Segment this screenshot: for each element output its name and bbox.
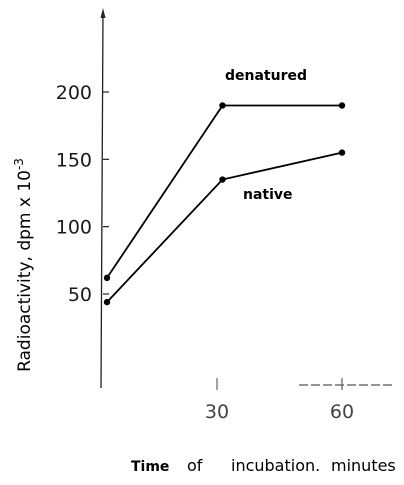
y-tick-label-150: 150 — [56, 149, 92, 171]
series-group — [103, 102, 346, 306]
x-tick-label-30: 30 — [205, 401, 229, 423]
y-tick-labels: 200 150 100 50 — [56, 82, 109, 306]
series-line-native — [106, 151, 343, 303]
y-axis-line — [100, 11, 104, 389]
x-axis-label-word-of: of — [187, 456, 203, 475]
x-axis-label-word-time: Time — [131, 459, 169, 475]
y-tick-label-100: 100 — [56, 217, 92, 239]
axes — [100, 8, 394, 390]
data-point-native-1 — [103, 298, 111, 306]
y-tick-label-200: 200 — [56, 82, 92, 104]
x-axis-label-word-incubation: incubation. — [231, 456, 320, 475]
y-axis-arrow — [100, 8, 106, 18]
x-axis-label-word-minutes: minutes — [331, 456, 396, 475]
y-axis-label: Radioactivity, dpm x 10-3 — [12, 158, 35, 372]
data-point-denatured-60 — [338, 102, 346, 109]
data-point-denatured-30 — [219, 102, 226, 109]
series-label-denatured: denatured — [225, 68, 307, 84]
x-tick-labels: 30 60 — [205, 401, 354, 423]
series-label-native: native — [243, 187, 293, 203]
data-point-denatured-1 — [103, 274, 111, 282]
series-line-denatured — [106, 104, 342, 279]
y-axis-label-exponent: -3 — [12, 158, 26, 170]
x-tick-label-60: 60 — [330, 401, 354, 423]
y-tick-label-50: 50 — [68, 284, 92, 306]
data-point-native-30 — [219, 176, 226, 183]
x-axis-label: Time of incubation. minutes — [131, 456, 396, 475]
y-axis-label-text: Radioactivity, dpm x 10 — [15, 170, 35, 372]
data-point-native-60 — [338, 149, 346, 156]
